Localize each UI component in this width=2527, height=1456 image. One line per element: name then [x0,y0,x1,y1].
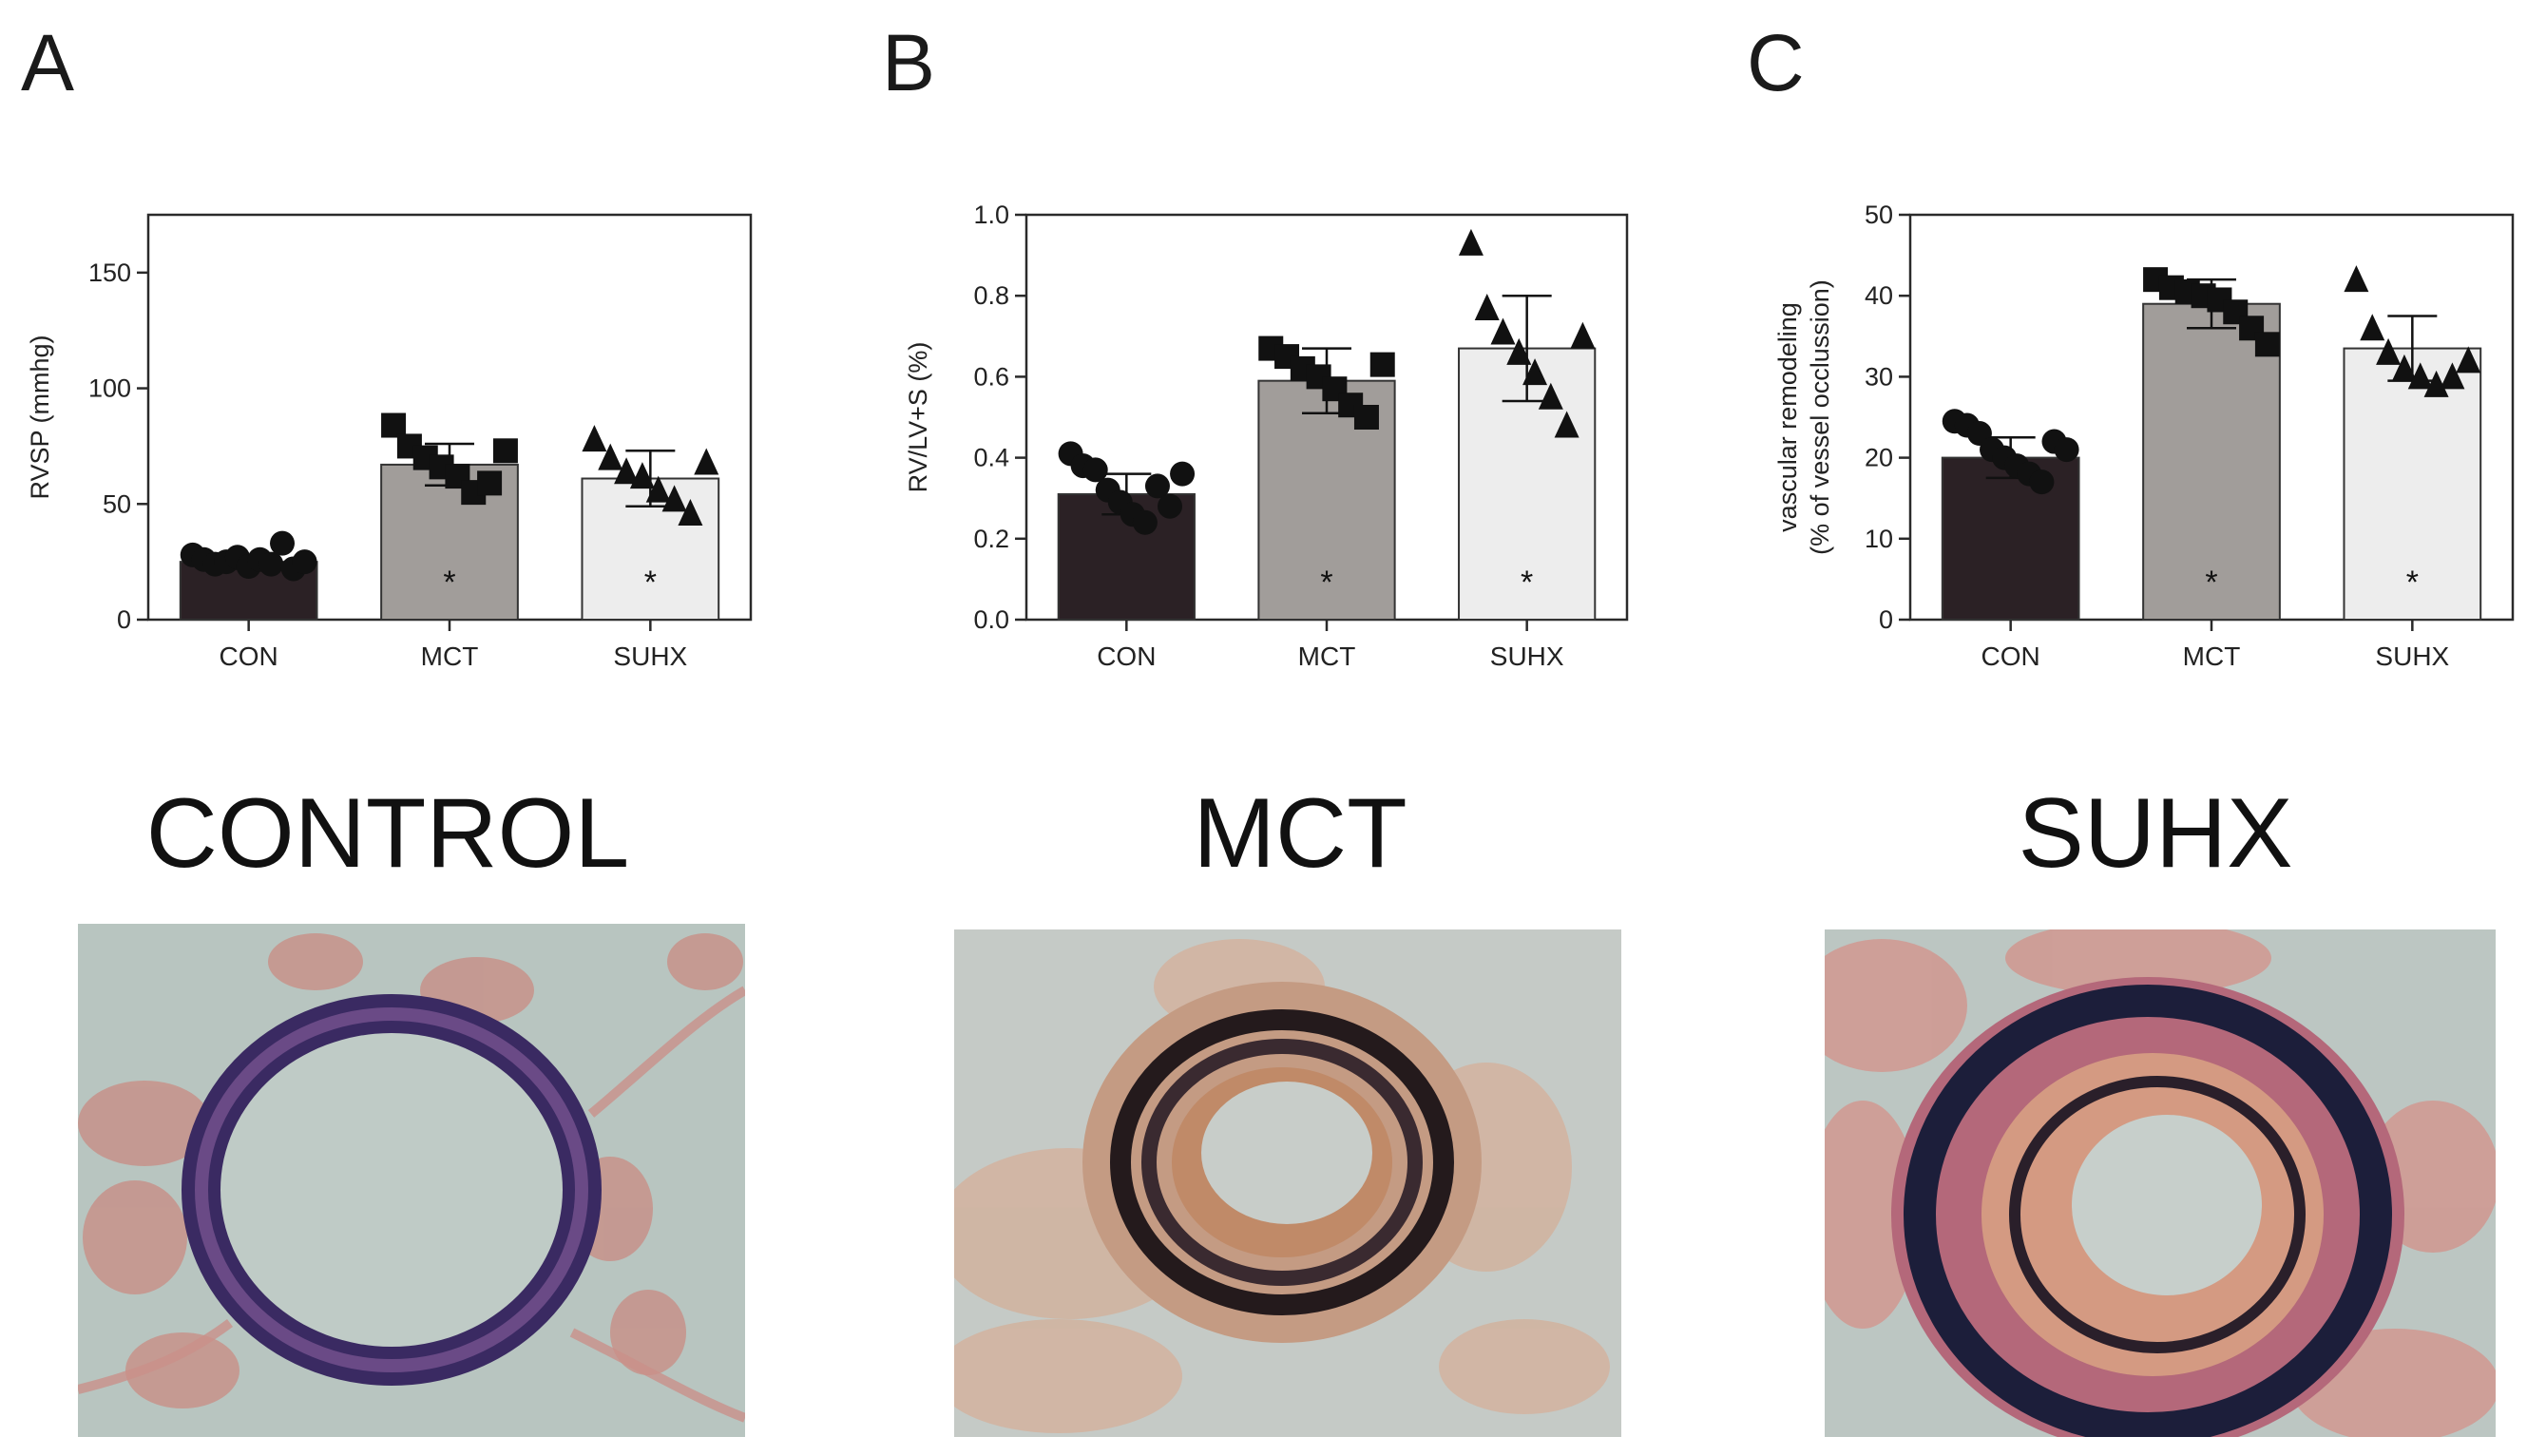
data-point [1369,352,1395,377]
data-point [1506,337,1532,365]
y-tick-label: 30 [1865,362,1893,391]
y-axis-label: vascular remodeling [1773,302,1802,532]
y-tick-label: 10 [1865,525,1893,553]
data-point [292,549,317,575]
data-point [2254,332,2280,357]
y-tick-label: 0.4 [973,444,1009,472]
data-point [258,551,284,577]
data-point [2344,265,2369,293]
data-point [694,448,719,475]
y-axis-label-secondary: (% of vessel occlussion) [1806,279,1834,555]
data-point [2054,437,2079,463]
photo-title-control: CONTROL [145,778,630,889]
data-point [1144,473,1170,499]
x-tick-label: MCT [421,642,479,671]
data-point [1490,317,1516,345]
bar-suhx [2343,347,2482,621]
data-point [2407,362,2433,390]
photo-title-mct: MCT [1193,778,1407,889]
x-tick-label: MCT [1298,642,1356,671]
data-point [2440,362,2465,390]
data-point [477,470,503,496]
data-point [598,443,623,470]
chart-c: 0 10 20 30 40 50 vascular remodeling (% of vess… [1773,201,2515,671]
data-point [678,499,703,527]
x-tick-label: MCT [2183,642,2241,671]
data-point [645,475,671,503]
data-point [2360,314,2385,341]
x-tick-label: SUHX [1490,642,1564,671]
data-point [2456,346,2481,374]
panel-letter-b: B [882,18,936,107]
data-point [1570,321,1596,349]
histology-image-control [78,924,745,1437]
y-tick-label: 50 [1865,201,1893,229]
data-point [1132,509,1158,535]
data-point [1458,228,1484,256]
y-tick-label: 0 [1879,605,1893,634]
x-tick-label: CON [220,642,278,671]
y-tick-label: 1.0 [973,201,1009,229]
data-point [1554,411,1579,438]
data-point [1538,382,1563,410]
data-point [2391,354,2417,381]
y-tick-label: 0.6 [973,362,1009,391]
y-axis-label: RVSP (mmhg) [26,335,54,499]
chart-b: 0.0 0.2 0.4 0.6 0.8 1.0 RV/LV+S (%) CON * MCT * SUH… [904,201,1629,671]
significance-marker: * [644,565,657,601]
y-tick-label: 40 [1865,281,1893,310]
data-point [2376,337,2402,365]
y-tick-label: 0.0 [973,605,1009,634]
data-point [661,485,687,512]
data-point [614,457,640,485]
data-point [381,412,407,438]
data-point [1170,461,1196,487]
data-point [629,462,655,489]
data-point [2423,370,2449,397]
data-point [1522,358,1548,386]
significance-marker: * [443,565,455,601]
significance-marker: * [2406,565,2419,601]
data-point [492,438,518,464]
x-tick-label: SUHX [613,642,687,671]
panel-letter-a: A [21,18,75,107]
bar-con [1941,456,2080,621]
y-tick-label: 0.2 [973,525,1009,553]
x-tick-label: CON [1097,642,1156,671]
y-tick-label: 150 [88,259,131,287]
significance-marker: * [1320,565,1332,601]
chart-a: 0 50 100 150 RVSP (mmhg) CON * MCT * SUHX [26,213,753,671]
y-tick-label: 0 [117,605,131,634]
significance-marker: * [2205,565,2217,601]
x-tick-label: CON [1981,642,2040,671]
histology-image-mct [954,929,1621,1437]
histology-image-suhx [1825,929,2496,1437]
data-point [1474,293,1500,320]
y-tick-label: 0.8 [973,281,1009,310]
photo-title-suhx: SUHX [2018,778,2293,889]
significance-marker: * [1521,565,1533,601]
data-point [1353,405,1379,430]
y-tick-label: 20 [1865,444,1893,472]
panel-letter-c: C [1747,18,1805,107]
y-tick-label: 100 [88,374,131,403]
y-tick-label: 50 [103,489,131,518]
x-tick-label: SUHX [2375,642,2449,671]
data-point [270,530,296,556]
data-point [1082,457,1108,483]
data-point [582,425,607,452]
data-point [2029,469,2055,495]
data-point [1158,493,1183,519]
y-axis-label: RV/LV+S (%) [904,342,932,493]
